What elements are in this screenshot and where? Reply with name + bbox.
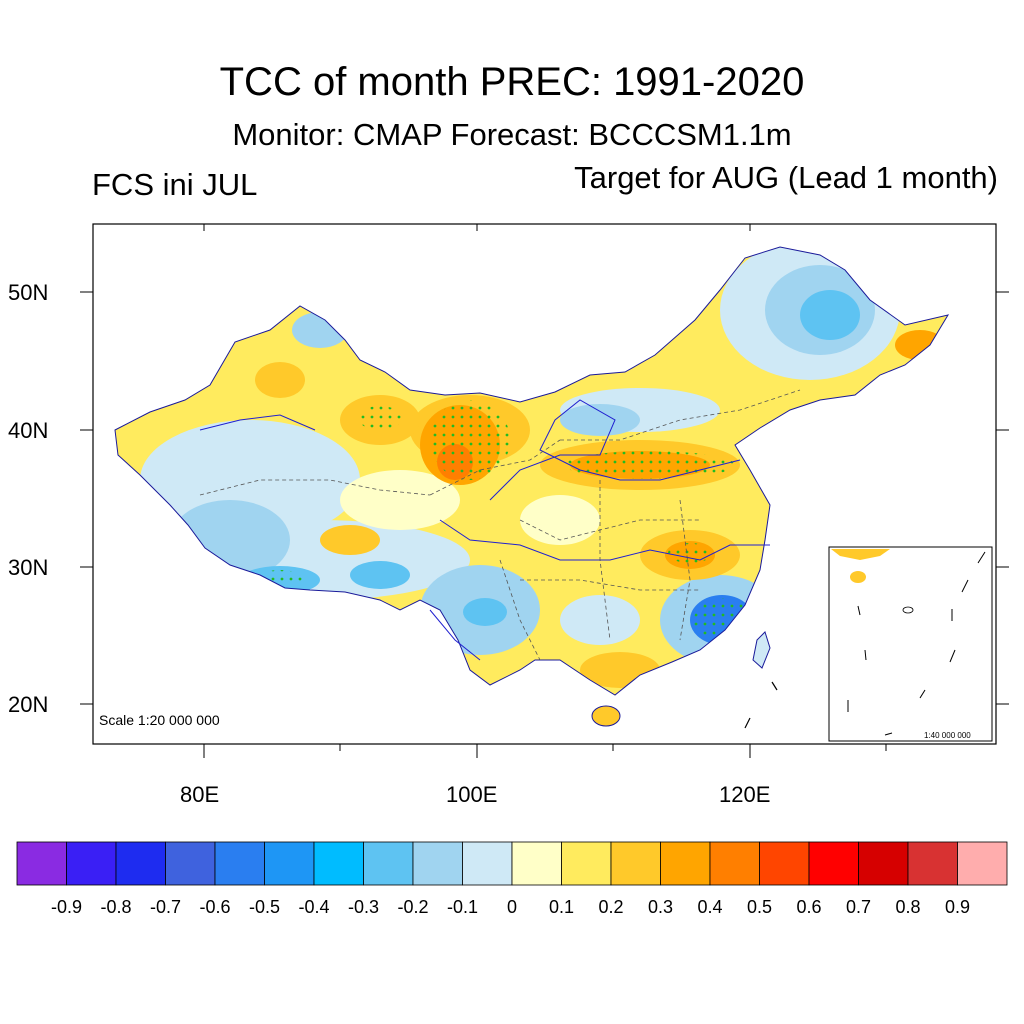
colorbar-label: 0.1 xyxy=(548,897,575,917)
colorbar xyxy=(16,841,1008,886)
colorbar-swatch xyxy=(610,841,661,886)
colorbar-label: -0.3 xyxy=(347,897,380,917)
map-title: TCC of month PREC: 1991-2020 xyxy=(219,60,805,104)
lat-label-40n: 40N xyxy=(8,418,49,443)
lon-label-80e: 80E xyxy=(180,782,220,807)
colorbar-swatch xyxy=(66,841,117,886)
colorbar-label: 0 xyxy=(506,897,518,917)
lat-label-30n: 30N xyxy=(8,555,49,580)
colorbar-label: 0.2 xyxy=(598,897,624,917)
colorbar-swatch xyxy=(907,841,958,886)
colorbar-label: 0.9 xyxy=(944,897,971,917)
province-boundaries xyxy=(199,389,801,661)
forecast-init-label: FCS ini JUL xyxy=(92,167,258,202)
taiwan-island xyxy=(752,631,771,669)
lon-label-100e: 100E xyxy=(446,782,498,807)
colorbar-swatch xyxy=(759,841,810,886)
colorbar-swatch xyxy=(412,841,463,886)
lat-label-50n: 50N xyxy=(8,280,49,305)
colorbar-label: -0.9 xyxy=(50,897,83,917)
colorbar-label: 0.5 xyxy=(746,897,773,917)
colorbar-swatch xyxy=(214,841,265,886)
colorbar-label: -0.1 xyxy=(446,897,479,917)
colorbar-label: 0.7 xyxy=(845,897,872,917)
colorbar-label: 0.3 xyxy=(647,897,674,917)
colorbar-swatch xyxy=(561,841,612,886)
map-subtitle: Monitor: CMAP Forecast: BCCCSM1.1m xyxy=(232,117,792,152)
axis-ticks xyxy=(80,224,1009,758)
inset-scale-note: 1:40 000 000 xyxy=(924,731,971,740)
target-label: Target for AUG (Lead 1 month) xyxy=(574,160,998,195)
island-marks xyxy=(744,681,778,729)
colorbar-swatch xyxy=(115,841,166,886)
colorbar-swatch xyxy=(165,841,216,886)
lon-label-120e: 120E xyxy=(719,782,771,807)
colorbar-swatch xyxy=(511,841,562,886)
colorbar-swatch xyxy=(660,841,711,886)
colorbar-swatch xyxy=(363,841,414,886)
colorbar-label: -0.7 xyxy=(149,897,182,917)
colorbar-label: 0.4 xyxy=(697,897,723,917)
colorbar-swatch xyxy=(709,841,760,886)
colorbar-swatch xyxy=(313,841,364,886)
colorbar-swatch xyxy=(16,841,67,886)
colorbar-swatch xyxy=(264,841,315,886)
colorbar-label: -0.2 xyxy=(397,897,429,917)
colorbar-swatch xyxy=(462,841,513,886)
colorbar-label: -0.5 xyxy=(248,897,281,917)
map-scale-note: Scale 1:20 000 000 xyxy=(99,712,220,728)
colorbar-label: 0.8 xyxy=(895,897,921,917)
inset-content xyxy=(831,549,986,736)
colorbar-label: -0.6 xyxy=(199,897,231,917)
colorbar-label: 0.6 xyxy=(796,897,822,917)
colorbar-swatch xyxy=(957,841,1008,886)
hainan-island xyxy=(591,705,621,727)
colorbar-swatch xyxy=(858,841,909,886)
colorbar-label: -0.8 xyxy=(100,897,132,917)
lat-label-20n: 20N xyxy=(8,692,49,717)
rivers xyxy=(199,399,770,661)
colorbar-swatch xyxy=(808,841,859,886)
colorbar-label: -0.4 xyxy=(298,897,330,917)
